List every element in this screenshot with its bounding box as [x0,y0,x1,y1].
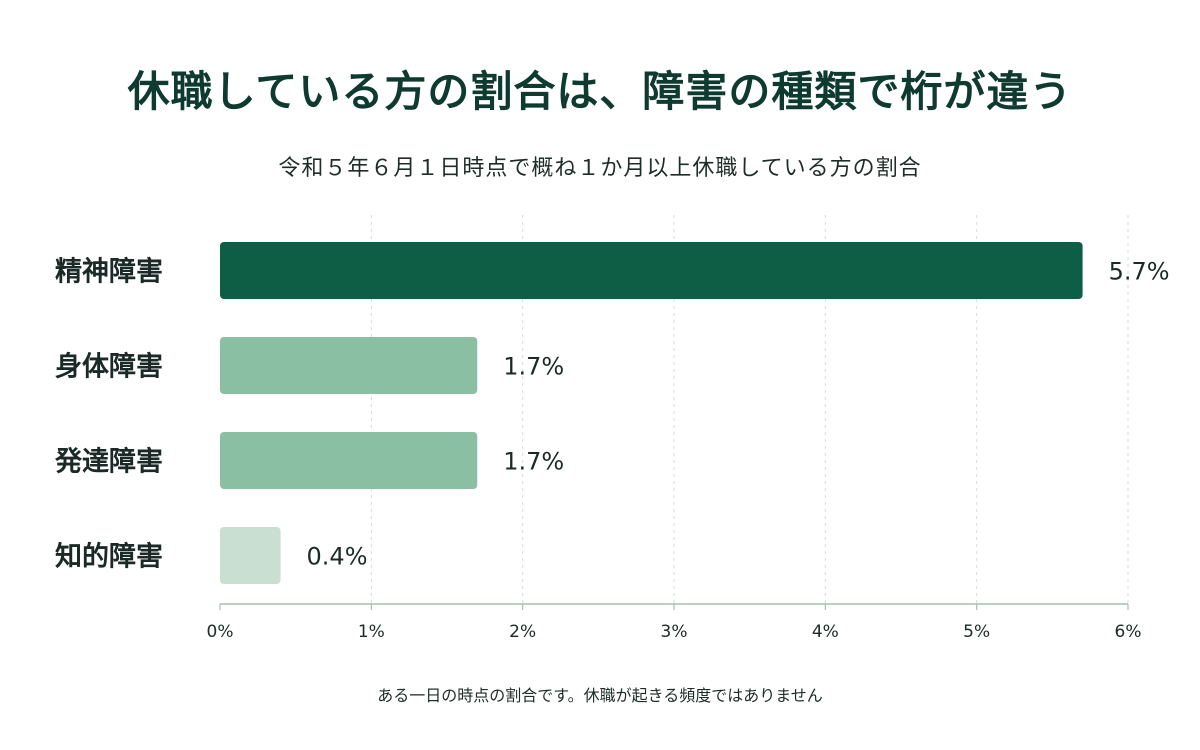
chart-footnote: ある一日の時点の割合です。休職が起きる頻度ではありません [377,686,823,705]
value-label: 1.7% [503,353,564,381]
bar [220,337,478,394]
chart-subtitle: 令和５年６月１日時点で概ね１か月以上休職している方の割合 [278,156,922,181]
x-tick-label: 4% [812,622,839,642]
bar [220,527,281,584]
x-tick-label: 1% [358,622,385,642]
bar [220,432,478,489]
category-label: 知的障害 [55,541,163,573]
category-label: 発達障害 [54,446,163,478]
value-label: 1.7% [503,448,564,476]
bars [220,242,1083,584]
category-label: 精神障害 [55,256,163,288]
value-label: 5.7% [1109,258,1170,286]
bar [220,242,1083,299]
x-tick-label: 0% [207,622,234,642]
x-axis: 0% 1% 2% 3% 4% 5% 6% [207,603,1142,642]
x-tick-label: 3% [661,622,688,642]
category-label: 身体障害 [55,351,163,383]
labels: 精神障害 5.7% 身体障害 1.7% 発達障害 1.7% 知的障害 0.4% [54,256,1170,573]
x-tick-label: 6% [1115,622,1142,642]
value-label: 0.4% [307,543,368,571]
x-tick-label: 2% [509,622,536,642]
chart-title: 休職している方の割合は、障害の種類で桁が違う [127,67,1073,116]
x-tick-label: 5% [963,622,990,642]
